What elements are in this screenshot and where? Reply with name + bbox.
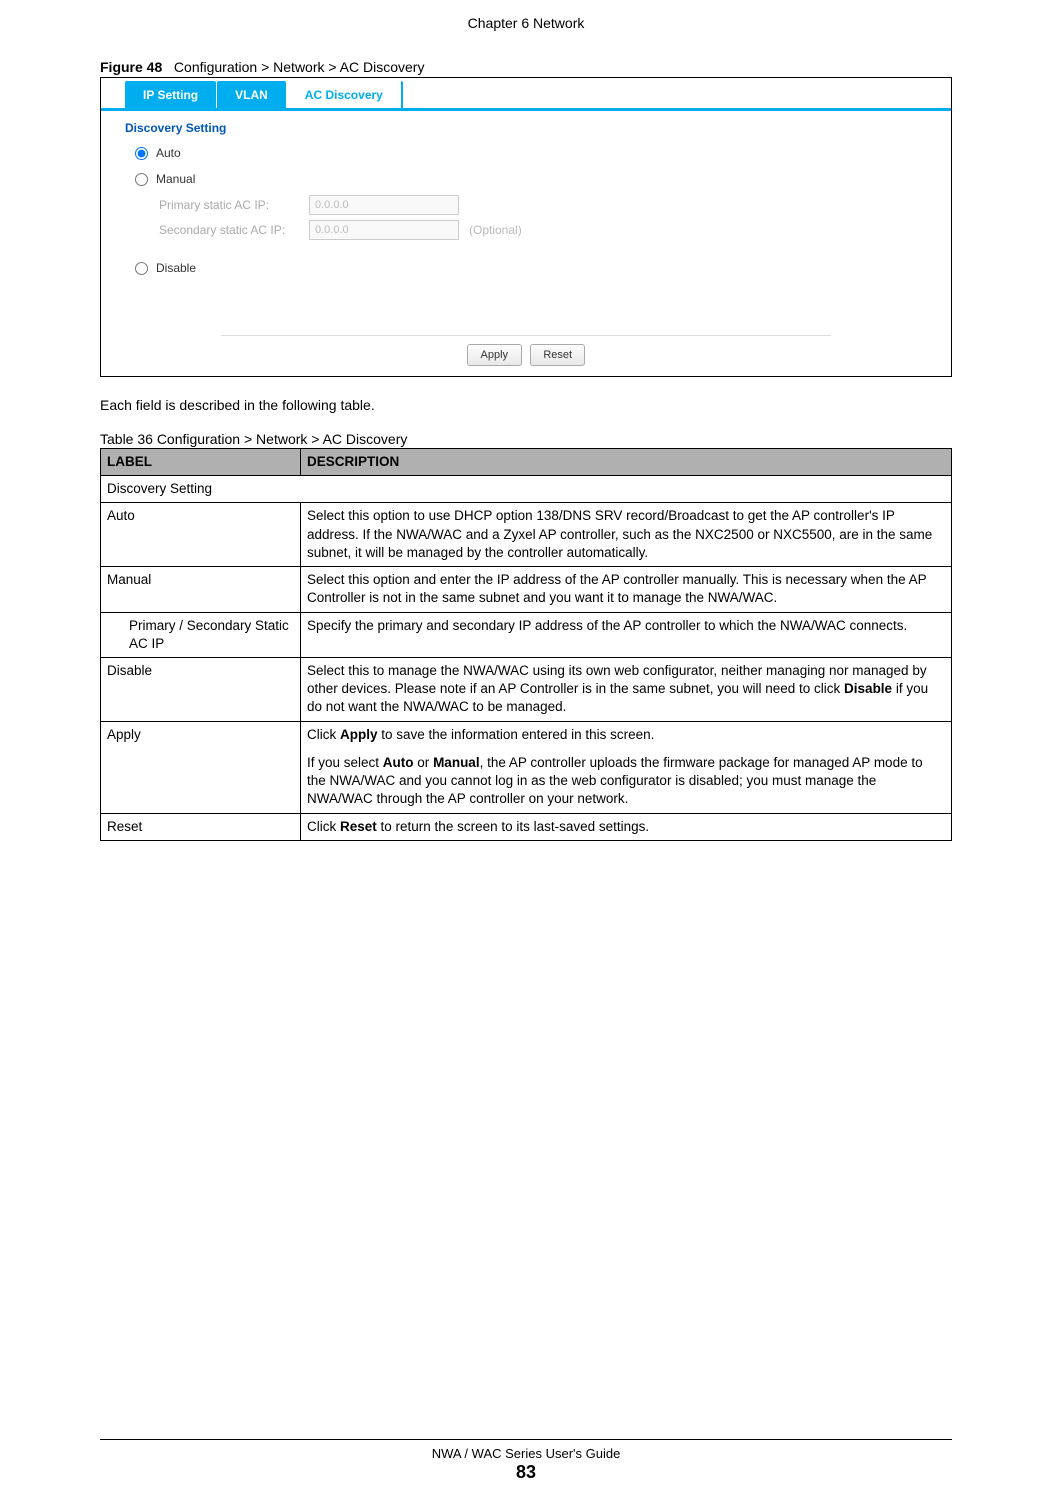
tab-ip-setting[interactable]: IP Setting [125, 81, 216, 108]
section-title: Discovery Setting [125, 121, 951, 135]
chapter-header: Chapter 6 Network [100, 15, 952, 31]
tab-ac-discovery[interactable]: AC Discovery [287, 81, 403, 108]
table-row: Reset Click Reset to return the screen t… [101, 813, 952, 840]
cell-label: Primary / Secondary Static AC IP [101, 612, 301, 657]
cell-label: Disable [101, 657, 301, 721]
row-discovery-setting: Discovery Setting [101, 476, 952, 503]
cell-label: Auto [101, 503, 301, 567]
table-caption: Table 36 Configuration > Network > AC Di… [100, 431, 952, 447]
radio-disable-label: Disable [156, 261, 196, 275]
page-number: 83 [0, 1462, 1052, 1483]
tabs-bar: IP Setting VLAN AC Discovery [101, 78, 951, 108]
figure-label: Figure 48 [100, 59, 162, 75]
radio-manual-label: Manual [156, 172, 195, 186]
table-row: Manual Select this option and enter the … [101, 567, 952, 612]
table-row: Discovery Setting [101, 476, 952, 503]
reset-button[interactable]: Reset [530, 344, 585, 366]
table-row: Auto Select this option to use DHCP opti… [101, 503, 952, 567]
primary-ip-input[interactable] [309, 195, 459, 215]
cell-desc: Click Reset to return the screen to its … [301, 813, 952, 840]
secondary-ip-label: Secondary static AC IP: [159, 223, 309, 237]
radio-group: Auto Manual Primary static AC IP: Second… [135, 143, 951, 278]
cell-desc: Click Apply to save the information ente… [301, 721, 952, 813]
intro-paragraph: Each field is described in the following… [100, 397, 952, 413]
page-footer: NWA / WAC Series User's Guide 83 [0, 1439, 1052, 1483]
cell-desc: Select this option and enter the IP addr… [301, 567, 952, 612]
tab-vlan[interactable]: VLAN [217, 81, 286, 108]
cell-desc: Select this to manage the NWA/WAC using … [301, 657, 952, 721]
radio-auto[interactable] [135, 147, 148, 160]
figure-title: Configuration > Network > AC Discovery [174, 59, 425, 75]
radio-disable[interactable] [135, 262, 148, 275]
cell-label: Manual [101, 567, 301, 612]
secondary-ip-input[interactable] [309, 220, 459, 240]
table-row: Apply Click Apply to save the informatio… [101, 721, 952, 813]
tab-underline [101, 108, 951, 111]
manual-fields: Primary static AC IP: Secondary static A… [159, 195, 951, 240]
cell-label: Reset [101, 813, 301, 840]
cell-desc: Select this option to use DHCP option 13… [301, 503, 952, 567]
table-row: Primary / Secondary Static AC IP Specify… [101, 612, 952, 657]
footer-guide: NWA / WAC Series User's Guide [0, 1446, 1052, 1461]
radio-manual[interactable] [135, 173, 148, 186]
optional-note: (Optional) [469, 223, 522, 237]
description-table: LABEL DESCRIPTION Discovery Setting Auto… [100, 448, 952, 841]
primary-ip-label: Primary static AC IP: [159, 198, 309, 212]
table-row: Disable Select this to manage the NWA/WA… [101, 657, 952, 721]
cell-desc: Specify the primary and secondary IP add… [301, 612, 952, 657]
screenshot-box: IP Setting VLAN AC Discovery Discovery S… [100, 77, 952, 377]
apply-button[interactable]: Apply [467, 344, 522, 366]
th-label: LABEL [101, 449, 301, 476]
cell-label: Apply [101, 721, 301, 813]
figure-caption: Figure 48 Configuration > Network > AC D… [100, 59, 952, 75]
radio-auto-label: Auto [156, 146, 181, 160]
th-desc: DESCRIPTION [301, 449, 952, 476]
button-bar: Apply Reset [221, 335, 831, 366]
